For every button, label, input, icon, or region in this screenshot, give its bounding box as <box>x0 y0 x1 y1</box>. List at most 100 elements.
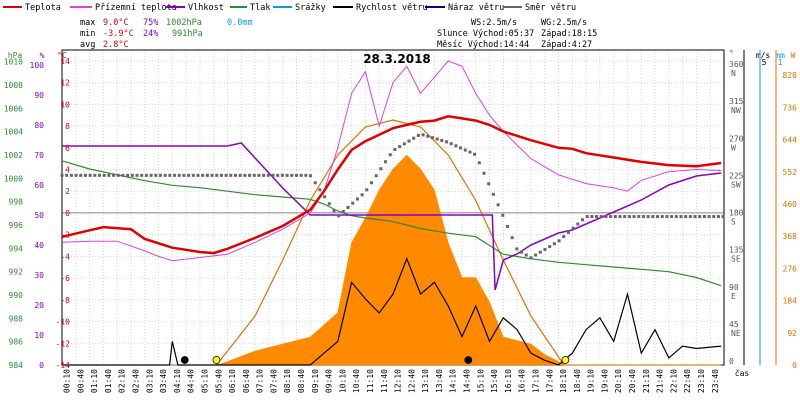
wind-direction-point <box>595 215 599 219</box>
wind-direction-point <box>477 161 481 165</box>
humidity-tick: 10 <box>34 331 44 340</box>
pressure-tick: 998 <box>9 198 24 207</box>
temperature-tick: -12 <box>56 339 71 348</box>
stat-min-label: min <box>80 29 95 39</box>
x-tick: 09:10 <box>311 369 320 393</box>
solar-tick: 644 <box>783 136 798 145</box>
x-tick: 18:40 <box>573 369 582 393</box>
pressure-tick: 1008 <box>4 81 23 90</box>
wind-direction-point <box>360 193 364 197</box>
wind-direction-point <box>388 153 392 157</box>
wind-direction-point <box>435 137 439 141</box>
x-tick: 12:10 <box>394 369 403 393</box>
x-tick: 19:40 <box>600 369 609 393</box>
wind-direction-point <box>309 174 313 178</box>
wind-direction-point <box>426 134 430 138</box>
humidity-tick: 0 <box>39 361 44 370</box>
chart-title: 28.3.2018 <box>363 52 431 66</box>
ground-temperature-line <box>61 60 722 262</box>
wind-direction-point <box>229 173 233 177</box>
wind-direction-point <box>243 173 247 177</box>
wind-direction-point <box>524 253 528 257</box>
wind-tick: 5 <box>762 58 767 67</box>
pressure-tick: 984 <box>9 361 24 370</box>
wind-direction-point <box>496 203 500 207</box>
temperature-tick: -4 <box>60 252 70 261</box>
x-tick: 05:40 <box>214 369 223 393</box>
x-tick: 06:10 <box>228 369 237 393</box>
wind-direction-point <box>112 173 116 177</box>
wind-direction-point <box>205 173 209 177</box>
wind-direction-point <box>219 173 223 177</box>
wind-direction-point <box>552 242 556 246</box>
wind-direction-point <box>646 215 650 219</box>
wind-direction-point <box>716 215 720 219</box>
wind-direction-point <box>548 245 552 249</box>
direction-tick: 45 <box>729 320 739 329</box>
wind-direction-point <box>374 174 378 178</box>
wind-direction-point <box>140 173 144 177</box>
wind-direction-point <box>149 173 153 177</box>
wind-direction-point <box>656 215 660 219</box>
wind-direction-point <box>304 173 308 177</box>
wind-direction-point <box>651 215 655 219</box>
wind-direction-point <box>473 152 477 156</box>
wind-direction-point <box>79 173 83 177</box>
wind-direction-point <box>60 173 64 177</box>
wind-direction-point <box>576 222 580 226</box>
wind-direction-point <box>126 173 130 177</box>
moonset-marker <box>180 356 189 364</box>
direction-tick: 135 <box>729 246 744 255</box>
x-tick: 03:10 <box>145 369 154 393</box>
moonrise-marker <box>464 356 473 364</box>
wind-direction-point <box>393 147 397 151</box>
temperature-tick: 10 <box>60 100 70 109</box>
direction-label: NW <box>731 106 741 115</box>
wind-direction-point <box>491 192 495 196</box>
wind-direction-point <box>445 140 449 144</box>
x-tick: 15:10 <box>476 369 485 393</box>
axis-title-humidity: % <box>40 51 45 60</box>
wind-direction-point <box>69 173 73 177</box>
wind-direction-point <box>613 215 617 219</box>
wind-direction-point <box>332 209 336 213</box>
rain-tick: 1 <box>778 58 783 67</box>
temperature-tick: -2 <box>60 231 70 240</box>
direction-label: S <box>731 218 736 227</box>
stat-avg-label: avg <box>80 40 95 50</box>
info-moon: Měsíc Východ:14:44 <box>437 40 529 50</box>
solar-tick: 552 <box>783 168 798 177</box>
direction-tick: 360 <box>729 60 744 69</box>
wind-direction-point <box>641 215 645 219</box>
wind-direction-point <box>280 173 284 177</box>
solar-tick: 184 <box>783 297 798 306</box>
legend-ground-temperature: Přízemní teplota <box>95 3 177 13</box>
stat-avg-temp: 2.8°C <box>103 40 129 50</box>
wind-direction-point <box>210 173 214 177</box>
temperature-tick: -8 <box>60 296 70 305</box>
pressure-line <box>61 160 722 287</box>
x-tick: 07:40 <box>269 369 278 393</box>
x-tick: 13:10 <box>421 369 430 393</box>
data-series <box>60 60 725 366</box>
wind-direction-point <box>327 202 331 206</box>
wind-direction-point <box>276 173 280 177</box>
wind-direction-point <box>224 173 228 177</box>
x-tick: 16:40 <box>518 369 527 393</box>
temperature-tick: 0 <box>65 209 70 218</box>
wind-direction-point <box>665 215 669 219</box>
wind-direction-point <box>487 182 491 186</box>
pressure-tick: 1000 <box>4 174 23 183</box>
wind-direction-point <box>341 210 345 214</box>
wind-direction-point <box>215 173 219 177</box>
wind-direction-point <box>468 150 472 154</box>
wind-direction-point <box>430 136 434 140</box>
info-moonset: Západ:4:27 <box>541 40 592 50</box>
legend-wind-direction: Směr větru <box>525 3 576 13</box>
axis-title-direction: ° <box>729 49 734 58</box>
wind-direction-point <box>688 215 692 219</box>
stats: max 9.0°C 75% 1002hPa 0.0mm min -3.9°C 2… <box>80 18 253 50</box>
legend-temperature: Teplota <box>25 3 61 13</box>
wind-direction-point <box>102 173 106 177</box>
